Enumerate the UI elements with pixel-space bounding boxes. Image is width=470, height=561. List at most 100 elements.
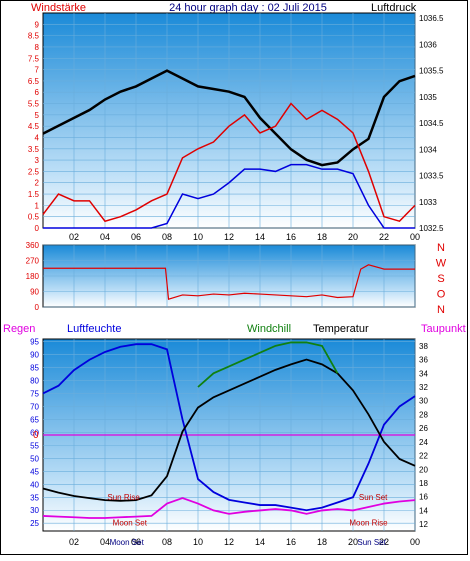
wind-speed-tick-label: 0.5 (28, 213, 40, 222)
wind-pressure-series (42, 69, 416, 229)
series-line (43, 264, 415, 301)
x-tick-label: 12 (224, 232, 234, 242)
wind-speed-ticks: 0 0.5 1 1.5 2 2.5 3 3.5 4 4.5 5 5.5 6 6.5 7 7.5 8 8.5 9 (28, 20, 40, 233)
temperature-tick-label: 20 (419, 465, 428, 474)
humidity-tick-label: 80 (30, 377, 39, 386)
pressure-tick-label: 1033 (419, 198, 437, 207)
humidity-tick-label: 45 (30, 467, 39, 476)
wind-speed-tick-label: 3 (35, 156, 40, 165)
pressure-tick-label: 1034.5 (419, 119, 444, 128)
rain-marker: 0 (33, 430, 39, 441)
wind-speed-tick-label: 7.5 (28, 54, 40, 63)
x-tick-label: 00 (410, 232, 420, 242)
wind-direction-tick-label: 270 (26, 257, 40, 266)
compass-label: S (437, 273, 444, 285)
wind-direction-tick-label: 360 (26, 241, 40, 250)
series-line (42, 343, 416, 512)
wind-direction-tick-label: 180 (26, 272, 40, 281)
wind-direction-tick-label: 90 (30, 288, 39, 297)
temperature-tick-label: 18 (419, 479, 428, 488)
humidity-tick-label: 95 (30, 338, 39, 347)
wind-direction-degree-ticks: 0 90 180 270 360 (26, 241, 40, 312)
pressure-tick-label: 1035.5 (419, 67, 444, 76)
x-tick-label: 02 (69, 232, 79, 242)
axis-event-label: Sun Set (357, 538, 386, 547)
rain-label: Regen (3, 323, 35, 335)
x-ticks-top: 02 04 06 08 10 12 14 16 18 20 22 00 (69, 232, 420, 242)
x-tick-label: 20 (348, 232, 358, 242)
wind-direction-grid (43, 244, 416, 308)
annotation-label: Moon Set (113, 519, 148, 528)
x-tick-label: 16 (286, 232, 296, 242)
compass-label: N (437, 242, 445, 254)
annotation-label: Sun Set (359, 493, 388, 502)
x-tick-label: 22 (379, 537, 389, 547)
temperature-tick-label: 30 (419, 397, 428, 406)
chart-title: 24 hour graph day : 02 Juli 2015 (169, 2, 327, 14)
temperature-tick-label: 38 (419, 342, 428, 351)
wind-speed-tick-label: 5 (35, 111, 40, 120)
sun-moon-annotations: Sun Rise Moon Set Sun Set Moon Rise (107, 493, 388, 527)
x-tick-label: 06 (131, 537, 141, 547)
pressure-ticks: 1032.5 1033 1033.5 1034 1034.5 1035 1035.5 1036… (419, 14, 444, 233)
humidity-tick-label: 85 (30, 364, 39, 373)
axis-event-label: Moon Set (110, 538, 145, 547)
humidity-tick-label: 40 (30, 480, 39, 489)
humidity-tick-label: 60 (30, 428, 39, 437)
x-tick-label: 18 (317, 537, 327, 547)
x-tick-label: 08 (162, 232, 172, 242)
x-tick-label: 08 (162, 537, 172, 547)
annotation-label: Moon Rise (349, 519, 388, 528)
pressure-tick-label: 1036.5 (419, 14, 444, 23)
x-tick-label: 12 (224, 537, 234, 547)
temperature-tick-label: 24 (419, 438, 428, 447)
x-tick-label: 14 (255, 232, 265, 242)
x-tick-label: 10 (193, 537, 203, 547)
wind-speed-tick-label: 2.5 (28, 167, 40, 176)
wind-speed-tick-label: 9 (35, 20, 40, 29)
humidity-ticks: 25 30 35 40 45 50 55 60 65 70 75 80 85 90 95 (30, 338, 39, 529)
temperature-label: Temperatur (313, 323, 369, 335)
humidity-tick-label: 70 (30, 402, 39, 411)
x-tick-label: 02 (69, 537, 79, 547)
temperature-tick-label: 28 (419, 410, 428, 419)
pressure-axis-title: Luftdruck (371, 2, 417, 14)
x-tick-label: 10 (193, 232, 203, 242)
x-tick-label: 04 (100, 232, 110, 242)
x-ticks-bottom: 02 04 06 08 10 12 14 16 18 20 22 00 Moon Set Sun Set (69, 537, 420, 547)
pressure-tick-label: 1036 (419, 40, 437, 49)
wind-speed-tick-label: 4.5 (28, 122, 40, 131)
x-tick-label: 22 (379, 232, 389, 242)
wind-speed-tick-label: 2 (35, 179, 40, 188)
series-line (42, 102, 416, 223)
compass-label: N (437, 304, 445, 316)
wind-speed-tick-label: 8 (35, 43, 40, 52)
x-tick-label: 20 (348, 537, 358, 547)
temperature-tick-label: 32 (419, 383, 428, 392)
dewpoint-label: Taupunkt (421, 323, 466, 335)
humidity-tick-label: 25 (30, 519, 39, 528)
x-tick-label: 14 (255, 537, 265, 547)
x-tick-label: 18 (317, 232, 327, 242)
temperature-tick-label: 12 (419, 520, 428, 529)
temperature-tick-label: 26 (419, 424, 428, 433)
series-line (42, 69, 416, 167)
wind-speed-tick-label: 5.5 (28, 100, 40, 109)
humidity-tick-label: 90 (30, 351, 39, 360)
temperature-tick-label: 36 (419, 356, 428, 365)
wind-speed-tick-label: 0 (35, 224, 40, 233)
wind-speed-tick-label: 3.5 (28, 145, 40, 154)
windchill-label: Windchill (247, 323, 291, 335)
pressure-tick-label: 1035 (419, 93, 437, 102)
x-tick-label: 06 (131, 232, 141, 242)
pressure-tick-label: 1032.5 (419, 224, 444, 233)
temperature-ticks: 12 14 16 18 20 22 24 26 28 30 32 34 36 38 (419, 342, 428, 529)
pressure-tick-label: 1033.5 (419, 172, 444, 181)
wind-speed-tick-label: 8.5 (28, 32, 40, 41)
series-line (197, 341, 339, 388)
x-tick-label: 00 (410, 537, 420, 547)
wind-direction-series (43, 264, 415, 301)
wind-speed-tick-label: 6.5 (28, 77, 40, 86)
